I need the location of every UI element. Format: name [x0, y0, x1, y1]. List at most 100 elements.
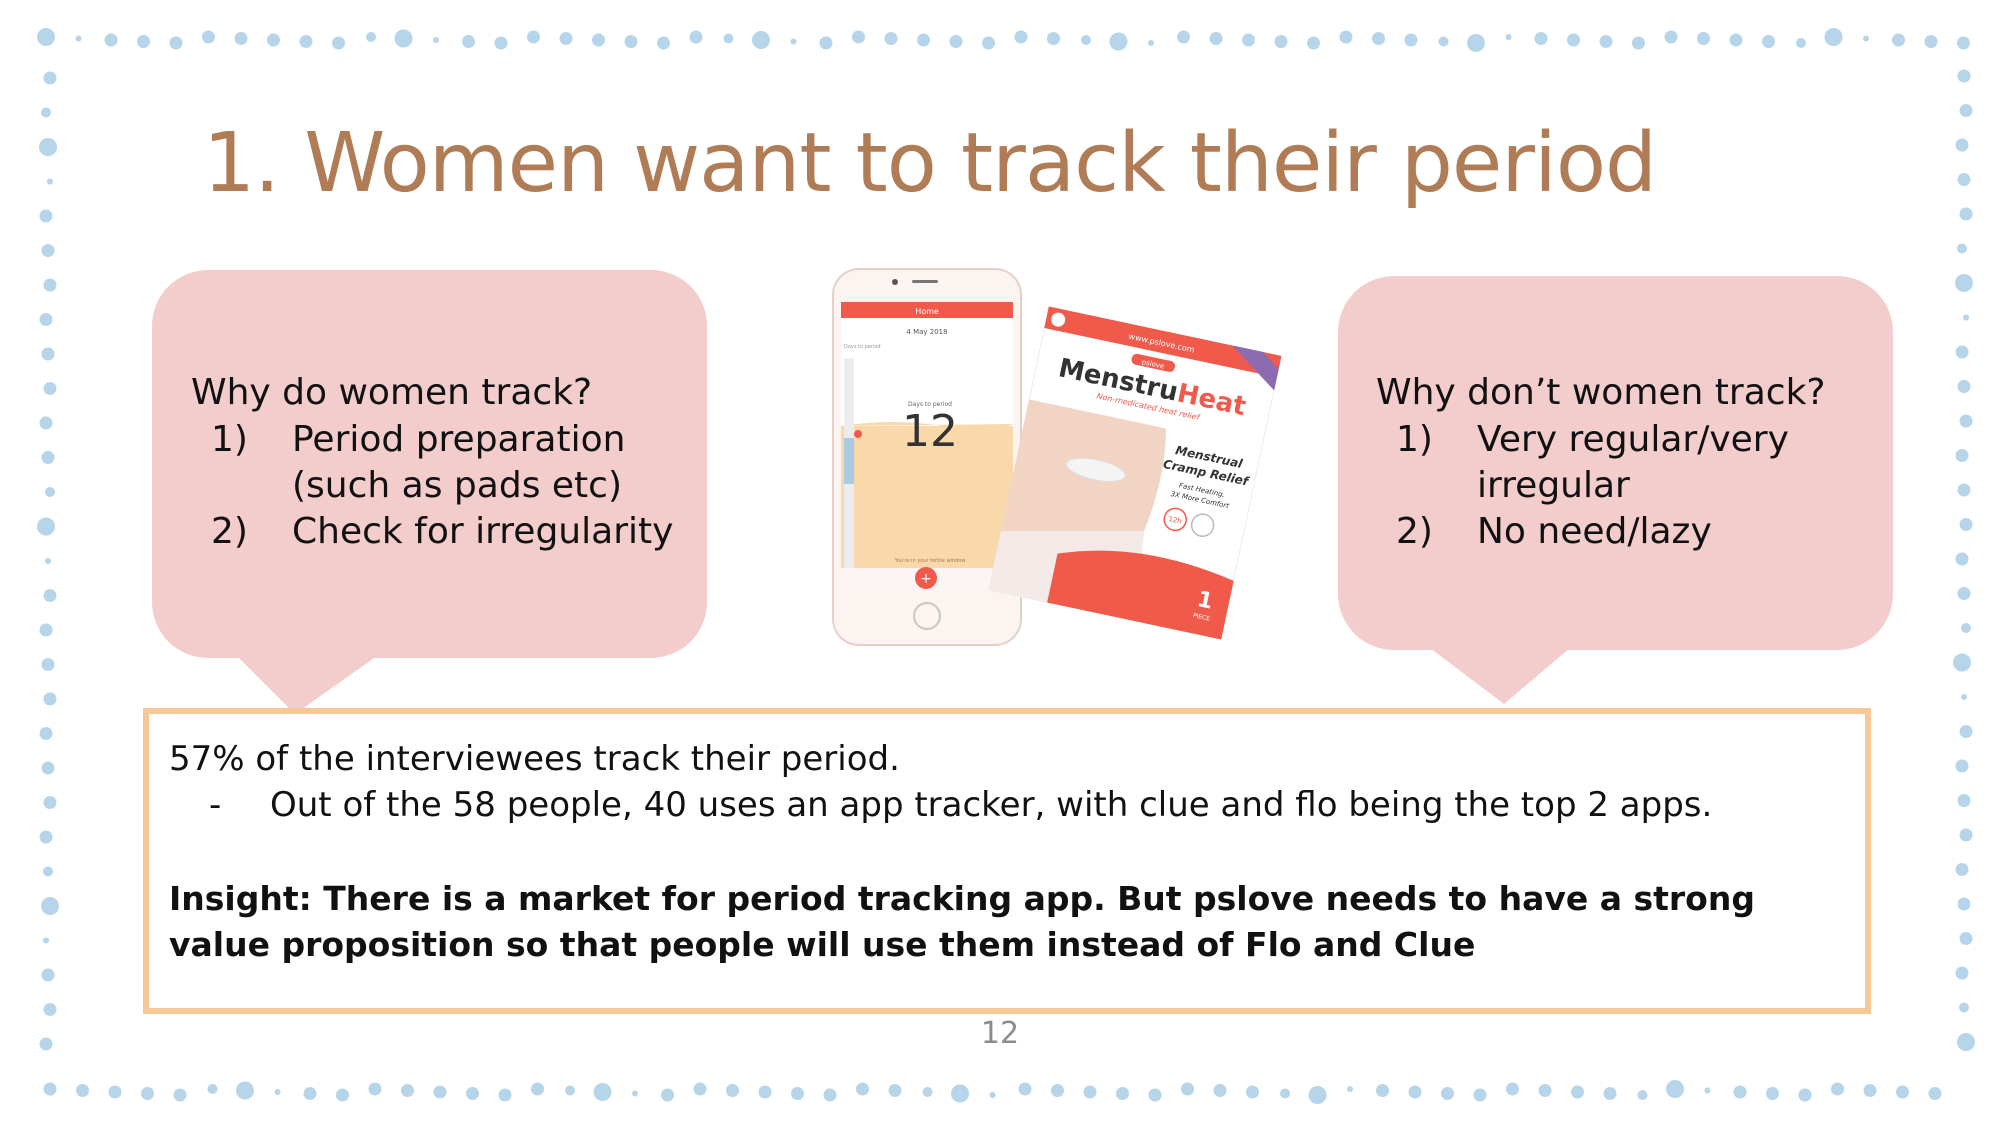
border-dot [75, 35, 82, 42]
border-dot [137, 35, 150, 48]
border-dot [1729, 33, 1743, 47]
border-dot [1762, 35, 1775, 48]
border-dot [1831, 1082, 1844, 1096]
border-dot [1957, 173, 1971, 186]
border-dot [169, 36, 183, 50]
border-dot [76, 1084, 89, 1097]
border-dot [1957, 36, 1970, 50]
border-dot [39, 209, 53, 223]
border-dot [43, 71, 57, 85]
border-dot [1376, 1084, 1389, 1097]
border-dot [466, 1087, 479, 1100]
border-dot [394, 29, 413, 48]
speech-bubble-why-not-track: Why don’t women track? 1) Very regular/v… [1338, 276, 1893, 704]
border-dot [41, 658, 55, 671]
border-dot [884, 32, 898, 45]
border-dot [1280, 1088, 1290, 1099]
border-dot [43, 1082, 57, 1096]
border-dot [1571, 1085, 1584, 1099]
border-dot [1959, 207, 1973, 221]
border-dot [1242, 33, 1255, 47]
menstruheat-product-image: www.pslove.com pslove MenstruHeat Non-me… [988, 306, 1282, 640]
border-dot [1955, 966, 1969, 980]
border-dot [267, 33, 280, 47]
border-dot [1047, 32, 1060, 45]
border-dot [43, 866, 53, 877]
border-dot [108, 1085, 122, 1099]
border-dot [593, 1083, 612, 1101]
border-dot [274, 1089, 281, 1095]
border-dot [1863, 1084, 1877, 1097]
border-dot [559, 32, 573, 45]
border-dot [1666, 1080, 1684, 1098]
border-dot [565, 1085, 575, 1096]
border-dot [1959, 104, 1973, 117]
border-dot [1963, 314, 1969, 321]
border-dot [689, 30, 703, 44]
border-dot [494, 36, 508, 50]
border-dot [1955, 552, 1969, 566]
border-dot [1957, 243, 1967, 254]
phone-mockup-image: Home 4 May 2018 Days to period Days to p… [832, 268, 1022, 646]
border-dot [852, 30, 865, 44]
svg-text:12h: 12h [1168, 515, 1183, 526]
border-dot [1955, 863, 1969, 876]
svg-text:+: + [920, 571, 932, 587]
border-dot [1733, 1085, 1747, 1099]
border-dot [888, 1084, 902, 1097]
border-dot [1959, 932, 1973, 945]
border-dot [1959, 828, 1973, 842]
border-dot [1632, 36, 1645, 50]
border-dot [462, 35, 475, 48]
bubble-text: Why don’t women track? 1) Very regular/v… [1376, 370, 1826, 555]
border-dot [236, 1081, 254, 1100]
border-dot [1957, 897, 1971, 911]
list-item-line: Period preparation [292, 419, 626, 460]
border-dot [47, 178, 53, 185]
border-dot [1637, 1090, 1648, 1100]
border-dot [41, 761, 55, 775]
border-dot [791, 1087, 804, 1100]
border-dot [43, 1003, 57, 1016]
statistic-text: 57% of the interviewees track their peri… [169, 739, 900, 779]
list-number: 2) [1396, 511, 1433, 552]
border-dot [1109, 32, 1128, 51]
border-dot [41, 451, 55, 464]
border-dot [1404, 33, 1418, 47]
border-dot [173, 1088, 187, 1102]
bubble-text: Why do women track? 1) Period preparatio… [191, 370, 673, 555]
border-dot [234, 32, 248, 45]
border-dot [1957, 1033, 1975, 1051]
border-dot [43, 937, 49, 944]
border-dot [303, 1087, 317, 1100]
insight-text: Insight: There is a market for period tr… [169, 879, 1755, 964]
border-dot [1928, 1087, 1942, 1100]
border-dot [299, 35, 313, 48]
speech-bubble-why-track: Why do women track? 1) Period preparatio… [152, 270, 707, 714]
border-dot [1181, 1082, 1194, 1096]
list-item-line: Very regular/very [1477, 419, 1789, 460]
border-dot [39, 1037, 53, 1051]
svg-text:You're in your fertile window: You're in your fertile window [894, 558, 966, 564]
bubble-question: Why do women track? [191, 372, 593, 413]
border-dot [104, 33, 118, 47]
border-dot [1957, 587, 1971, 600]
border-dot [41, 107, 51, 118]
border-dot [368, 1082, 382, 1096]
border-dot [37, 28, 55, 46]
border-dot [1209, 32, 1223, 45]
border-dot [1959, 725, 1973, 738]
border-dot [202, 30, 215, 44]
border-dot [819, 36, 833, 50]
border-dot [1567, 33, 1580, 47]
border-dot [1599, 35, 1613, 48]
border-dot [1955, 345, 1969, 359]
border-dot [592, 33, 605, 47]
border-dot [693, 1082, 707, 1096]
list-item-line: (such as pads etc) [292, 465, 622, 506]
svg-text:PIECE: PIECE [1192, 612, 1210, 622]
border-dot [989, 1092, 996, 1098]
border-dot [949, 35, 963, 48]
border-dot [207, 1084, 218, 1094]
border-dot [982, 36, 995, 50]
